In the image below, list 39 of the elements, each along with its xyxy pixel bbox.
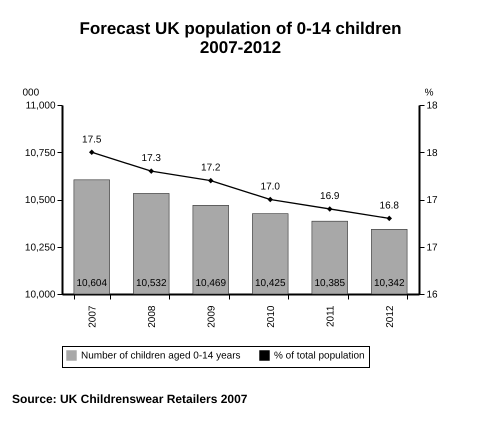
data-label: 17.2 [201,162,221,174]
point [327,206,332,212]
legend-label: Number of children aged 0-14 years [81,350,241,362]
data-label: 10,604 [76,278,108,289]
y2-tick-label: 18 [426,100,438,112]
point [148,168,154,174]
y-tick-label: 10,000 [24,290,56,300]
y2-tick-label: 16 [426,290,438,300]
y-tick-label: 10,500 [24,195,56,206]
point [208,178,214,184]
y-tick-label: 10,250 [24,242,56,254]
point [386,216,392,222]
data-label: 16.8 [380,200,400,212]
point [89,150,94,155]
data-label: 10,532 [136,278,167,289]
x-tick-label: 2010 [266,305,277,328]
y2-axis-title: % [424,88,434,98]
source-note: Source: UK Childrenswear Retailers 2007 [12,392,248,406]
data-label: 17.5 [82,134,102,146]
y-tick-label: 11,000 [26,100,56,112]
data-label: 10,469 [195,278,226,289]
y2-tick-label: 18 [426,148,438,159]
x-tick-label: 2009 [206,305,218,328]
x-tick-label: 2007 [87,305,98,328]
x-tick-label: 2011 [325,305,336,328]
x-tick-label: 2012 [384,305,396,328]
y-tick-label: 10,750 [24,148,56,159]
y2-tick-label: 17 [426,195,438,206]
legend-label: % of total population [274,350,365,362]
data-label: 17.3 [142,153,162,164]
y2-tick-label: 17 [426,242,438,254]
data-label: 16.9 [320,190,340,202]
data-label: 10,342 [374,278,405,289]
data-label: 10,385 [314,278,346,289]
data-label: 10,425 [254,278,286,289]
x-tick-label: 2008 [146,305,158,328]
chart-title: Forecast UK population of 0-14 children 2007-2012 [79,19,402,57]
y-axis-title: 000 [22,88,40,98]
data-label: 17.0 [260,182,280,192]
